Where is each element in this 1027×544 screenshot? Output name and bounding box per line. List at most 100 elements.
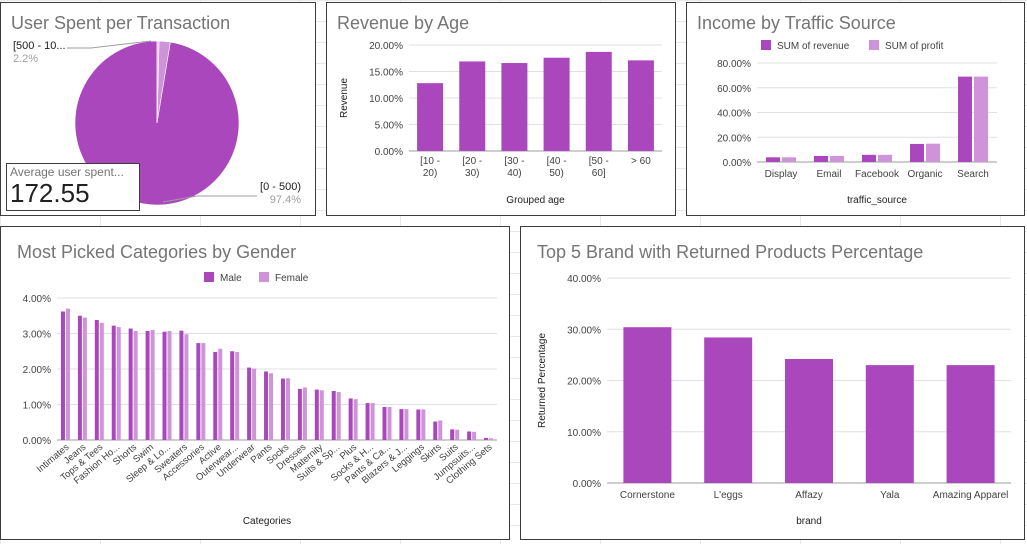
- bar-amazing-apparel: [946, 365, 995, 483]
- bar-socks-male: [280, 378, 285, 440]
- bar-display-sum-of-profit: [782, 157, 796, 162]
- legend-label-female: Female: [275, 273, 309, 284]
- y-tick-label: 10.00%: [567, 428, 601, 439]
- x-axis-label: traffic_source: [847, 195, 907, 206]
- bar-shorts-female: [133, 331, 138, 440]
- top-brands-title: Top 5 Brand with Returned Products Perce…: [537, 242, 924, 262]
- y-axis-label: Returned Percentage: [537, 333, 548, 429]
- bar-facebook-sum-of-profit: [878, 154, 892, 162]
- bar-socks-female: [285, 378, 290, 440]
- bar-clothing-sets-female: [489, 438, 494, 440]
- traffic-source-panel: Income by Traffic Source 0.00% 20.00% 40.0…: [686, 2, 1025, 216]
- top-brands-chart[interactable]: 0.00% 10.00% 20.00% 30.00% 40.00% Cornerstone…: [521, 227, 1025, 540]
- y-tick-label: 20.00%: [369, 41, 403, 52]
- x-tick-label: Display: [765, 169, 798, 180]
- bar-tops-tees-female: [99, 322, 104, 440]
- x-tick-label: Email: [816, 169, 841, 180]
- pie-percent-label: 2.2%: [13, 53, 38, 65]
- y-tick-label: 10.00%: [369, 94, 403, 105]
- bar-sleep-lo-female: [167, 331, 172, 440]
- bar-jeans-male: [77, 315, 82, 440]
- bar-jumpsuits-female: [472, 431, 477, 440]
- y-tick-label: 5.00%: [375, 121, 403, 132]
- y-tick-label: 3.00%: [23, 330, 51, 341]
- bar-50-60: [585, 51, 612, 151]
- bar-organic-sum-of-revenue: [910, 143, 924, 162]
- y-tick-label: 20.00%: [567, 377, 601, 388]
- bar-blazers-j-female: [404, 409, 409, 440]
- bar-dresses-female: [302, 387, 307, 440]
- bar-tops-tees-male: [94, 320, 99, 440]
- scorecard[interactable]: Average user spent... 172.55: [6, 163, 140, 211]
- legend-label-male: Male: [220, 273, 242, 284]
- x-tick-label: [10 -: [420, 156, 440, 167]
- y-tick-label: 0.00%: [23, 436, 51, 447]
- y-tick-label: 2.00%: [23, 365, 51, 376]
- bar-outerwear-male: [230, 351, 235, 440]
- bar-fashion-ho-female: [116, 327, 121, 440]
- bar-email-sum-of-revenue: [814, 155, 828, 162]
- bar-dresses-male: [297, 388, 302, 440]
- categories-gender-panel: Most Picked Categories by Gender 0.00% 1.…: [0, 226, 510, 540]
- legend-swatch-female: [259, 272, 269, 282]
- bar-affazy: [785, 358, 833, 483]
- bar-clothing-sets-male: [484, 437, 489, 440]
- bar-email-sum-of-profit: [830, 155, 844, 162]
- bar-pants-male: [264, 371, 269, 440]
- bar-search-sum-of-revenue: [958, 76, 972, 162]
- legend-swatch-sum-of-profit: [869, 40, 879, 50]
- x-tick-label: Yala: [880, 490, 900, 501]
- bar-skirts-male: [433, 421, 438, 440]
- y-tick-label: 15.00%: [369, 68, 403, 79]
- pie-chart[interactable]: [0 - 500)97.4% [500 - 10...2.2%: [1, 3, 316, 216]
- y-tick-label: 80.00%: [717, 59, 751, 70]
- bar-active-male: [213, 351, 218, 440]
- bar-30-40: [501, 63, 528, 151]
- bar-facebook-sum-of-revenue: [862, 154, 876, 162]
- y-tick-label: 4.00%: [23, 294, 51, 305]
- legend-label-sum-of-revenue: SUM of revenue: [777, 41, 850, 52]
- pie-label: [500 - 10...: [13, 40, 66, 52]
- bar-underwear-female: [252, 368, 257, 440]
- bar-sleep-lo-male: [162, 331, 167, 440]
- x-tick-label: L'eggs: [714, 490, 743, 501]
- scorecard-label: Average user spent...: [10, 165, 124, 179]
- bar-40-50: [543, 57, 570, 151]
- bar-maternity-male: [314, 389, 319, 440]
- bar-socks-h-female: [370, 403, 375, 440]
- bar-active-female: [218, 348, 223, 440]
- revenue-by-age-chart[interactable]: 0.00% 5.00% 10.00% 15.00% 20.00% [10 -20) [20 …: [327, 3, 676, 216]
- y-tick-label: 60.00%: [717, 84, 751, 95]
- y-tick-label: 0.00%: [723, 158, 751, 169]
- x-axis-label: Categories: [243, 516, 291, 527]
- y-tick-label: 20.00%: [717, 133, 751, 144]
- bar-underwear-male: [247, 367, 252, 440]
- x-tick-label: [50 -: [589, 156, 609, 167]
- bar-suits-female: [455, 429, 460, 440]
- top-brands-panel: Top 5 Brand with Returned Products Perce…: [520, 226, 1025, 540]
- x-axis-label: Grouped age: [506, 195, 565, 206]
- bar-intimates-female: [65, 308, 70, 440]
- x-tick-label: 40): [507, 168, 521, 179]
- y-tick-label: 40.00%: [717, 109, 751, 120]
- traffic-source-chart[interactable]: 0.00% 20.00% 40.00% 60.00% 80.00% SUM of reve…: [687, 3, 1025, 216]
- pie-panel: User Spent per Transaction [0 - 500) 97.4…: [0, 2, 316, 216]
- bar-maternity-female: [319, 390, 324, 440]
- bar-swim-female: [150, 329, 155, 440]
- legend-swatch-male: [204, 272, 214, 282]
- x-tick-label: [40 -: [547, 156, 567, 167]
- pie-chart-title: User Spent per Transaction: [11, 13, 231, 33]
- bar-sweaters-female: [184, 334, 189, 440]
- bar-cornerstone: [623, 327, 672, 483]
- bar-shorts-male: [128, 328, 133, 440]
- pie-leader-line: [162, 195, 257, 203]
- y-tick-label: 0.00%: [573, 479, 601, 490]
- bar-jumpsuits-male: [467, 431, 472, 440]
- x-tick-label: [20 -: [462, 156, 482, 167]
- x-tick-label: > 60: [631, 156, 651, 167]
- bar-swim-male: [145, 331, 150, 440]
- y-tick-label: 0.00%: [375, 147, 403, 158]
- categories-gender-chart[interactable]: 0.00%1.00%2.00%3.00%4.00%Male FemaleIntim…: [1, 227, 510, 540]
- bar-plus-female: [353, 399, 358, 440]
- x-tick-label: Affazy: [795, 490, 823, 501]
